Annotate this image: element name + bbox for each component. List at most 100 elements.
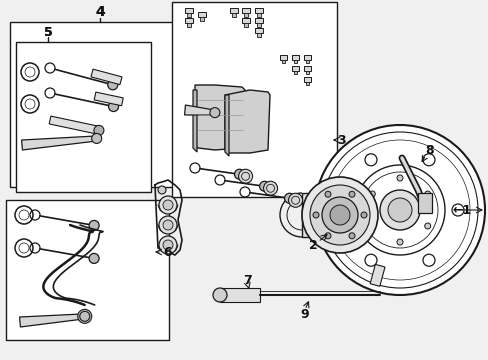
Bar xyxy=(257,23,261,27)
Text: 5: 5 xyxy=(43,26,52,39)
Polygon shape xyxy=(254,8,263,16)
Circle shape xyxy=(234,169,244,179)
Text: 6: 6 xyxy=(163,246,172,258)
Circle shape xyxy=(159,216,177,234)
Bar xyxy=(305,71,309,74)
Polygon shape xyxy=(280,55,286,62)
Bar xyxy=(231,13,236,17)
Polygon shape xyxy=(291,55,299,62)
Circle shape xyxy=(348,233,354,239)
Circle shape xyxy=(213,288,226,302)
Circle shape xyxy=(321,197,357,233)
Circle shape xyxy=(80,311,90,321)
Bar xyxy=(293,59,297,63)
Polygon shape xyxy=(195,85,244,150)
Circle shape xyxy=(158,186,165,194)
Circle shape xyxy=(396,239,402,245)
Text: ←1: ←1 xyxy=(451,203,470,216)
Text: 5: 5 xyxy=(43,26,52,39)
Circle shape xyxy=(379,190,419,230)
Circle shape xyxy=(89,220,99,230)
Polygon shape xyxy=(224,90,269,153)
Text: 7: 7 xyxy=(243,274,252,287)
Polygon shape xyxy=(254,28,263,36)
Circle shape xyxy=(368,191,374,197)
Bar xyxy=(244,23,247,27)
Text: 8: 8 xyxy=(425,144,433,157)
Bar xyxy=(417,193,431,213)
Circle shape xyxy=(396,175,402,181)
Circle shape xyxy=(163,200,173,210)
Circle shape xyxy=(108,102,118,112)
Circle shape xyxy=(259,181,269,191)
Circle shape xyxy=(424,191,430,197)
Circle shape xyxy=(159,236,177,254)
Circle shape xyxy=(163,220,173,230)
Circle shape xyxy=(107,80,118,90)
Circle shape xyxy=(238,169,252,183)
Polygon shape xyxy=(304,55,310,62)
Polygon shape xyxy=(304,77,310,84)
Circle shape xyxy=(159,196,177,214)
Circle shape xyxy=(360,212,366,218)
Text: 2: 2 xyxy=(308,239,317,252)
Polygon shape xyxy=(193,90,197,152)
Polygon shape xyxy=(242,8,249,16)
Polygon shape xyxy=(242,18,249,26)
Circle shape xyxy=(94,125,103,135)
Circle shape xyxy=(309,185,369,245)
Circle shape xyxy=(288,193,302,207)
Polygon shape xyxy=(254,18,263,26)
Circle shape xyxy=(92,134,102,144)
Circle shape xyxy=(209,108,220,118)
Bar xyxy=(186,23,191,27)
Polygon shape xyxy=(184,105,215,115)
Circle shape xyxy=(387,198,411,222)
Bar xyxy=(305,81,309,85)
Circle shape xyxy=(302,177,377,253)
Circle shape xyxy=(89,253,99,264)
Bar xyxy=(10,22,244,187)
Polygon shape xyxy=(291,66,299,73)
Polygon shape xyxy=(304,66,310,73)
Bar xyxy=(200,17,203,21)
Text: 4: 4 xyxy=(95,5,104,19)
Bar xyxy=(186,13,191,17)
Polygon shape xyxy=(369,264,384,286)
Bar xyxy=(172,2,336,197)
Polygon shape xyxy=(91,69,122,85)
Polygon shape xyxy=(184,8,193,16)
Polygon shape xyxy=(198,12,205,20)
Bar xyxy=(305,59,309,63)
Circle shape xyxy=(325,191,330,197)
Circle shape xyxy=(163,240,173,250)
Polygon shape xyxy=(184,18,193,26)
Polygon shape xyxy=(224,95,228,156)
Polygon shape xyxy=(20,314,85,327)
Text: 4: 4 xyxy=(95,5,104,19)
Polygon shape xyxy=(220,288,260,302)
Polygon shape xyxy=(94,92,123,106)
Text: 3: 3 xyxy=(337,134,346,147)
Circle shape xyxy=(321,132,477,288)
Bar xyxy=(302,193,339,237)
Bar xyxy=(244,13,247,17)
Bar xyxy=(293,71,297,74)
Circle shape xyxy=(314,125,484,295)
Polygon shape xyxy=(21,136,97,150)
Circle shape xyxy=(284,193,294,203)
Bar xyxy=(6,200,169,340)
Circle shape xyxy=(263,181,277,195)
Bar xyxy=(257,13,261,17)
Polygon shape xyxy=(49,116,100,134)
Text: 9: 9 xyxy=(300,309,309,321)
Circle shape xyxy=(368,223,374,229)
Polygon shape xyxy=(229,8,238,16)
Circle shape xyxy=(329,205,349,225)
Bar xyxy=(281,59,285,63)
Bar xyxy=(257,33,261,37)
Circle shape xyxy=(78,309,92,323)
Circle shape xyxy=(348,191,354,197)
Circle shape xyxy=(424,223,430,229)
Circle shape xyxy=(325,233,330,239)
